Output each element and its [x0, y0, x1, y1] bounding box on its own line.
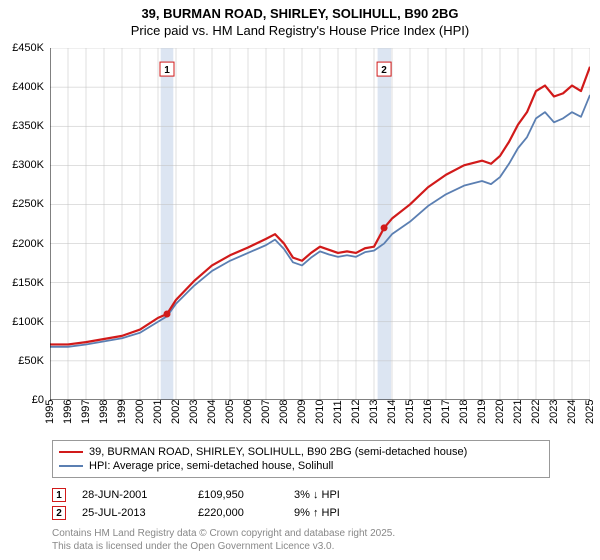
svg-text:2: 2	[381, 65, 387, 76]
x-tick-label: 1996	[62, 400, 74, 424]
x-tick-label: 2019	[476, 400, 488, 424]
x-tick-label: 2010	[314, 400, 326, 424]
marker-row: 2 25-JUL-2013 £220,000 9% ↑ HPI	[52, 504, 550, 522]
x-tick-label: 2013	[368, 400, 380, 424]
y-tick-label: £300K	[12, 159, 44, 171]
y-tick-label: £100K	[12, 316, 44, 328]
x-tick-label: 1998	[98, 400, 110, 424]
legend-swatch	[59, 451, 83, 454]
x-tick-label: 2011	[332, 400, 344, 424]
legend-row: 39, BURMAN ROAD, SHIRLEY, SOLIHULL, B90 …	[59, 445, 543, 459]
x-tick-label: 2005	[224, 400, 236, 424]
x-tick-label: 2008	[278, 400, 290, 424]
footer: Contains HM Land Registry data © Crown c…	[52, 528, 550, 553]
marker-price: £220,000	[198, 507, 278, 519]
legend: 39, BURMAN ROAD, SHIRLEY, SOLIHULL, B90 …	[52, 440, 550, 478]
x-tick-label: 2000	[134, 400, 146, 424]
footer-line1: Contains HM Land Registry data © Crown c…	[52, 528, 550, 541]
title-line1: 39, BURMAN ROAD, SHIRLEY, SOLIHULL, B90 …	[0, 6, 600, 21]
x-tick-label: 2017	[440, 400, 452, 424]
chart-container: 39, BURMAN ROAD, SHIRLEY, SOLIHULL, B90 …	[0, 0, 600, 560]
chart-area: 12	[50, 48, 590, 400]
x-tick-label: 2018	[458, 400, 470, 424]
svg-text:1: 1	[164, 65, 170, 76]
x-tick-label: 1995	[44, 400, 56, 424]
marker-row: 1 28-JUN-2001 £109,950 3% ↓ HPI	[52, 486, 550, 504]
title-line2: Price paid vs. HM Land Registry's House …	[0, 23, 600, 38]
legend-row: HPI: Average price, semi-detached house,…	[59, 459, 543, 473]
plot-svg: 12	[50, 48, 590, 400]
y-tick-label: £200K	[12, 238, 44, 250]
x-tick-label: 2016	[422, 400, 434, 424]
legend-swatch	[59, 465, 83, 468]
marker-table: 1 28-JUN-2001 £109,950 3% ↓ HPI 2 25-JUL-2013…	[52, 486, 550, 522]
x-tick-label: 2007	[260, 400, 272, 424]
y-tick-label: £250K	[12, 198, 44, 210]
x-tick-label: 2020	[494, 400, 506, 424]
marker-price: £109,950	[198, 489, 278, 501]
legend-label: HPI: Average price, semi-detached house,…	[89, 460, 333, 472]
marker-date: 25-JUL-2013	[82, 507, 182, 519]
y-tick-label: £50K	[18, 355, 44, 367]
marker-diff: 9% ↑ HPI	[294, 507, 550, 519]
marker-badge: 2	[52, 506, 66, 520]
x-tick-label: 2022	[530, 400, 542, 424]
y-tick-label: £0	[32, 394, 44, 406]
marker-date: 28-JUN-2001	[82, 489, 182, 501]
x-tick-label: 2006	[242, 400, 254, 424]
x-tick-label: 2025	[584, 400, 596, 424]
title-block: 39, BURMAN ROAD, SHIRLEY, SOLIHULL, B90 …	[0, 0, 600, 38]
x-tick-label: 2012	[350, 400, 362, 424]
legend-label: 39, BURMAN ROAD, SHIRLEY, SOLIHULL, B90 …	[89, 446, 467, 458]
x-axis-labels: 1995199619971998199920002001200220032004…	[50, 400, 590, 440]
x-tick-label: 2009	[296, 400, 308, 424]
y-axis-labels: £0£50K£100K£150K£200K£250K£300K£350K£400…	[0, 48, 48, 400]
x-tick-label: 2021	[512, 400, 524, 424]
x-tick-label: 2002	[170, 400, 182, 424]
x-tick-label: 2014	[386, 400, 398, 424]
footer-line2: This data is licensed under the Open Gov…	[52, 541, 550, 554]
x-tick-label: 2023	[548, 400, 560, 424]
y-tick-label: £350K	[12, 120, 44, 132]
x-tick-label: 1999	[116, 400, 128, 424]
x-tick-label: 2003	[188, 400, 200, 424]
x-tick-label: 2024	[566, 400, 578, 424]
x-tick-label: 2004	[206, 400, 218, 424]
y-tick-label: £450K	[12, 42, 44, 54]
y-tick-label: £150K	[12, 277, 44, 289]
x-tick-label: 1997	[80, 400, 92, 424]
marker-badge: 1	[52, 488, 66, 502]
x-tick-label: 2015	[404, 400, 416, 424]
y-tick-label: £400K	[12, 81, 44, 93]
marker-diff: 3% ↓ HPI	[294, 489, 550, 501]
x-tick-label: 2001	[152, 400, 164, 424]
